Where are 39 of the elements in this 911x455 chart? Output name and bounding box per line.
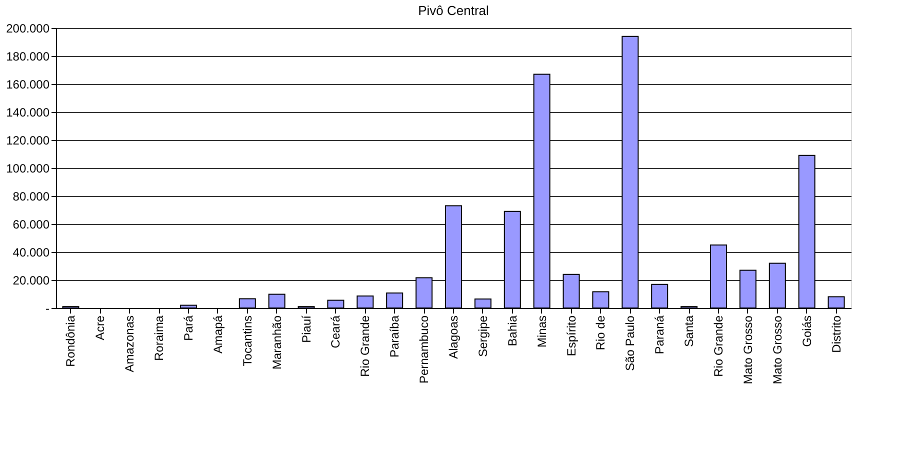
y-tick-label: 80.000 bbox=[12, 190, 50, 204]
chart-title: Pivô Central bbox=[418, 3, 490, 18]
x-tick-label: Amazonas bbox=[122, 316, 137, 372]
y-tick-label: 100.000 bbox=[6, 162, 50, 176]
x-tick-label: Rio Grande bbox=[358, 315, 372, 377]
x-tick-label: Santa bbox=[682, 315, 696, 347]
x-tick-label: Rondônia bbox=[64, 315, 78, 367]
y-tick-label: 140.000 bbox=[6, 106, 50, 120]
x-tick-label: Piauí bbox=[299, 314, 314, 343]
y-tick-label: 120.000 bbox=[6, 134, 50, 148]
x-tick-label: Pernambuco bbox=[417, 315, 432, 384]
x-tick-label: Pará bbox=[182, 315, 196, 341]
y-tick-label: 180.000 bbox=[6, 50, 50, 64]
x-tick-label: Distrito bbox=[829, 315, 844, 353]
y-tick-label: 160.000 bbox=[6, 78, 50, 92]
x-tick-label: Roraima bbox=[152, 315, 166, 361]
x-tick-label: São Paulo bbox=[623, 315, 638, 371]
x-tick-label: Mato Grosso bbox=[740, 315, 755, 384]
x-tick-label: Ceará bbox=[328, 315, 343, 348]
x-tick-label: Rio Grande bbox=[712, 315, 726, 377]
x-tick-label: Amapá bbox=[210, 315, 225, 354]
x-tick-label: Maranhão bbox=[270, 315, 284, 370]
x-tick-label: Acre bbox=[93, 315, 108, 340]
x-tick-label: Bahia bbox=[505, 315, 520, 346]
x-tick-label: Goiás bbox=[800, 316, 814, 347]
x-tick-label: Tocantins bbox=[240, 316, 254, 366]
x-tick-label: Minas bbox=[534, 316, 549, 348]
x-tick-label: Mato Grosso bbox=[770, 315, 784, 384]
x-tick-label: Sergipe bbox=[476, 315, 490, 357]
x-tick-label: Paraná bbox=[652, 315, 667, 354]
x-tick-label: Espírito bbox=[564, 315, 578, 356]
y-tick-label: - bbox=[46, 302, 50, 316]
y-tick-label: 200.000 bbox=[6, 22, 50, 36]
y-tick-label: 40.000 bbox=[12, 246, 50, 260]
y-tick-label: 60.000 bbox=[12, 218, 50, 232]
x-tick-label: Alagoas bbox=[446, 316, 460, 359]
x-tick-label: Paraíba bbox=[388, 315, 402, 358]
x-tick-label: Rio de bbox=[594, 315, 608, 350]
y-tick-label: 20.000 bbox=[12, 274, 50, 288]
